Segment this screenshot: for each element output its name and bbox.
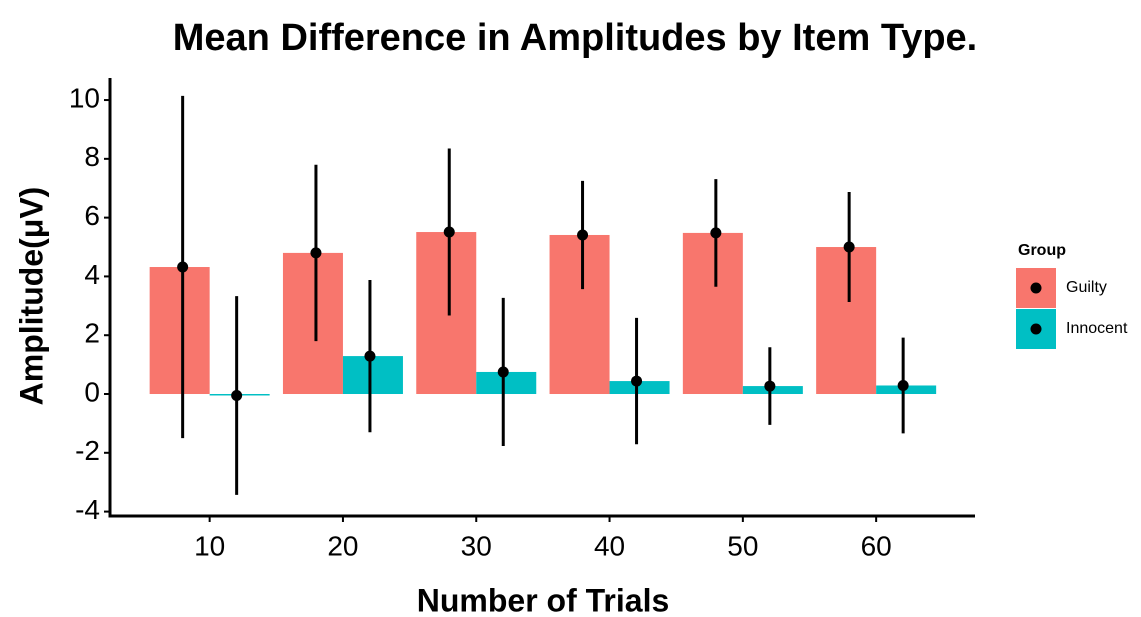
mean-point bbox=[231, 389, 243, 401]
legend-label: Innocent bbox=[1066, 320, 1128, 337]
x-axis-title: Number of Trials bbox=[417, 582, 670, 617]
mean-point bbox=[364, 350, 376, 362]
mean-point bbox=[764, 380, 776, 392]
y-tick-label: 10 bbox=[69, 82, 100, 113]
bar bbox=[416, 232, 477, 395]
x-tick-label: 50 bbox=[727, 530, 758, 561]
mean-point bbox=[310, 247, 322, 259]
y-tick-label: 4 bbox=[84, 259, 100, 290]
mean-point bbox=[577, 229, 589, 241]
legend-label: Guilty bbox=[1066, 279, 1107, 296]
chart-title: Mean Difference in Amplitudes by Item Ty… bbox=[173, 17, 978, 59]
mean-point bbox=[443, 226, 455, 238]
bar bbox=[342, 356, 403, 395]
bar bbox=[149, 267, 210, 395]
y-tick-label: 8 bbox=[84, 141, 100, 172]
y-tick-label: -2 bbox=[75, 435, 100, 466]
bar bbox=[816, 247, 877, 395]
y-tick-label: 2 bbox=[84, 318, 100, 349]
x-tick-label: 10 bbox=[194, 530, 225, 561]
bar bbox=[682, 232, 743, 395]
legend-title: Group bbox=[1018, 242, 1066, 259]
bar bbox=[609, 381, 670, 395]
x-tick-label: 60 bbox=[861, 530, 892, 561]
y-axis-title: Amplitude(μV) bbox=[13, 187, 49, 406]
y-tick-label: 0 bbox=[84, 376, 100, 407]
legend-key-point bbox=[1030, 323, 1042, 335]
y-tick-label: 6 bbox=[84, 200, 100, 231]
mean-point bbox=[897, 379, 909, 391]
mean-point bbox=[177, 261, 189, 273]
mean-point bbox=[710, 227, 722, 239]
mean-point bbox=[631, 375, 643, 387]
legend-key-point bbox=[1030, 282, 1042, 294]
mean-point bbox=[497, 366, 509, 378]
bar bbox=[476, 371, 537, 395]
x-tick-label: 20 bbox=[327, 530, 358, 561]
bar bbox=[549, 234, 610, 395]
x-tick-label: 40 bbox=[594, 530, 625, 561]
x-tick-label: 30 bbox=[461, 530, 492, 561]
y-tick-label: -4 bbox=[75, 494, 100, 525]
bar bbox=[282, 252, 343, 395]
mean-point bbox=[843, 241, 855, 253]
